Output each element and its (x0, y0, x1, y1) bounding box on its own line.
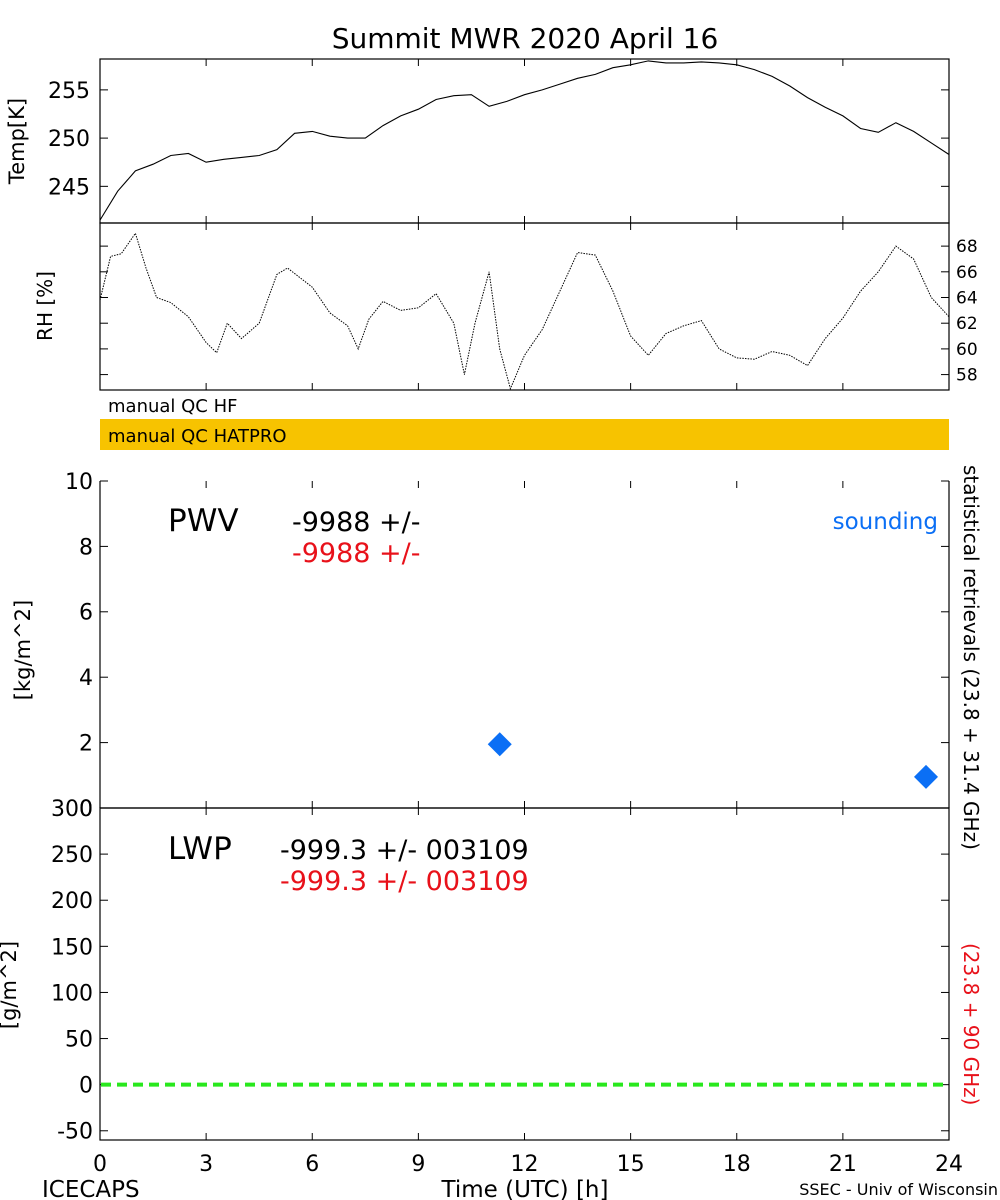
pwv-y-ticks: 0 2 4 6 8 10 (65, 470, 949, 822)
temp-panel: 245 250 255 Temp[K] (5, 58, 950, 224)
time-tick-label: 18 (723, 1152, 751, 1177)
y-tick-label: 255 (48, 79, 90, 104)
time-tick-label: 3 (199, 1152, 213, 1177)
y-tick-label: 50 (65, 1027, 93, 1052)
temp-series-line (99, 60, 950, 221)
pwv-panel-label: PWV (168, 503, 239, 539)
pwv-x-ticks (99, 481, 950, 808)
y-tick-label: 10 (65, 470, 93, 495)
pwv-stat-red: -9988 +/- (292, 538, 421, 569)
y-tick-label: 64 (956, 289, 978, 309)
y-tick-label: 6 (79, 601, 93, 626)
y-tick-label: 100 (51, 981, 93, 1006)
time-axis-labels: 0 3 6 9 12 15 18 21 24 (93, 1152, 963, 1177)
temp-plot-frame (99, 58, 950, 224)
qc-hf-label: manual QC HF (108, 396, 237, 417)
y-tick-label: 150 (51, 935, 93, 960)
footer-left-label: ICECAPS (42, 1177, 140, 1200)
time-axis-title: Time (UTC) [h] (441, 1177, 609, 1200)
y-tick-label: 2 (79, 732, 93, 757)
pwv-ylabel: [kg/m^2] (11, 600, 35, 700)
qc-hatpro-bar (100, 419, 949, 450)
time-tick-label: 21 (829, 1152, 857, 1177)
y-tick-label: 4 (79, 666, 93, 691)
rh-series-line (99, 232, 950, 391)
footer-right-label: SSEC - Univ of Wisconsin (799, 1180, 998, 1199)
y-tick-label: 58 (956, 366, 978, 386)
pwv-panel: 0 2 4 6 8 10 [kg/m^2] PWV -9988 +/- -9988 +/-… (11, 470, 950, 822)
time-tick-label: 12 (511, 1152, 539, 1177)
sounding-point (914, 764, 939, 789)
figure-title: Summit MWR 2020 April 16 (332, 22, 719, 55)
pwv-stat-black: -9988 +/- (292, 507, 421, 538)
y-tick-label: 300 (51, 797, 93, 822)
rh-ylabel: RH [%] (33, 271, 57, 341)
y-tick-label: 62 (956, 314, 978, 334)
time-tick-label: 24 (935, 1152, 963, 1177)
rh-x-ticks (99, 223, 950, 390)
right-label-red: (23.8 + 90 GHz) (959, 943, 983, 1105)
sounding-point (487, 732, 512, 757)
rh-y-ticks: 58 60 62 64 66 68 (100, 237, 978, 386)
y-tick-label: -50 (57, 1120, 93, 1145)
y-tick-label: 66 (956, 263, 978, 283)
time-tick-label: 0 (93, 1152, 107, 1177)
temp-x-ticks (99, 59, 950, 223)
y-tick-label: 200 (51, 889, 93, 914)
time-tick-label: 6 (305, 1152, 319, 1177)
lwp-stat-red: -999.3 +/- 003109 (280, 866, 529, 897)
time-tick-label: 15 (617, 1152, 645, 1177)
y-tick-label: 0 (79, 797, 93, 822)
y-tick-label: 250 (51, 843, 93, 868)
lwp-stat-black: -999.3 +/- 003109 (280, 835, 529, 866)
temp-ylabel: Temp[K] (5, 98, 29, 185)
time-tick-label: 9 (411, 1152, 425, 1177)
lwp-panel-label: LWP (168, 831, 232, 867)
lwp-x-ticks (99, 808, 950, 1140)
qc-hf-bar (100, 391, 949, 418)
rh-plot-frame (99, 222, 950, 391)
y-tick-label: 245 (48, 175, 90, 200)
y-tick-label: 60 (956, 340, 978, 360)
lwp-y-ticks: -50 0 50 100 150 200 250 300 (51, 797, 949, 1145)
y-tick-label: 250 (48, 127, 90, 152)
y-tick-label: 0 (79, 1074, 93, 1099)
lwp-ylabel: [g/m^2] (0, 941, 21, 1029)
y-tick-label: 68 (956, 237, 978, 257)
right-label-black: statistical retrievals (23.8 + 31.4 GHz) (959, 465, 983, 850)
y-tick-label: 8 (79, 535, 93, 560)
qc-bars: manual QC HF manual QC HATPRO (100, 391, 949, 450)
sounding-legend: sounding (833, 509, 938, 535)
qc-hatpro-label: manual QC HATPRO (108, 426, 287, 447)
rh-panel: 58 60 62 64 66 68 RH [%] (33, 222, 978, 391)
temp-y-ticks: 245 250 255 (48, 79, 949, 200)
pwv-sounding-points (487, 732, 939, 789)
